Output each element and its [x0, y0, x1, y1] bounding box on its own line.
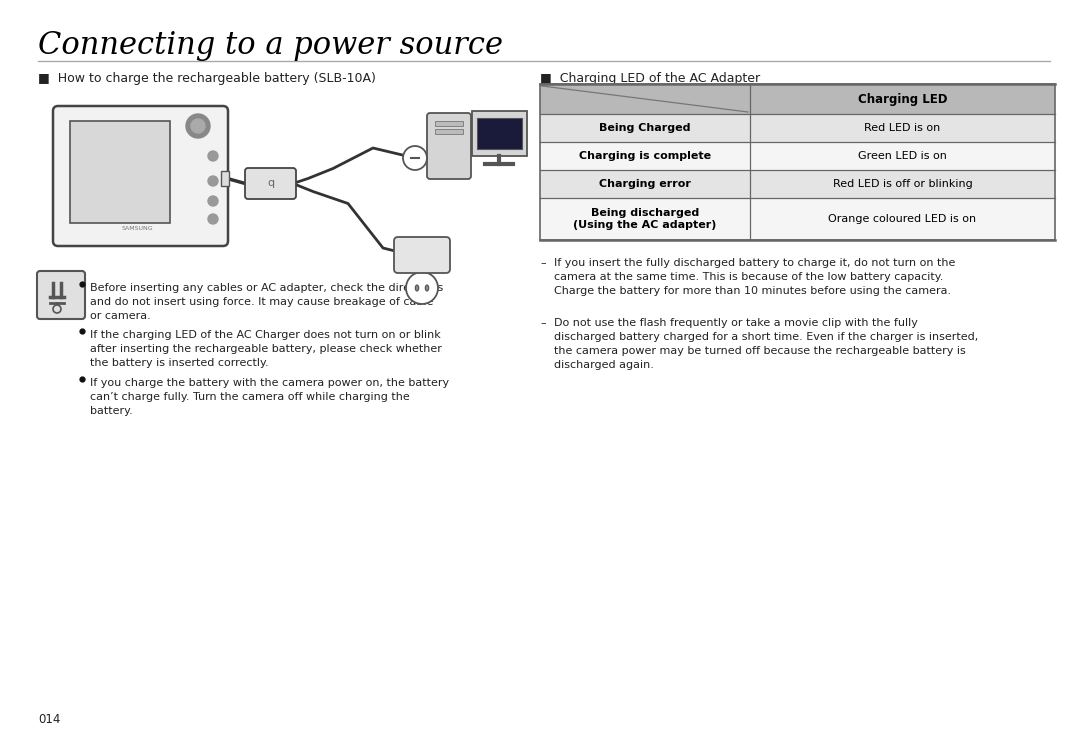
Circle shape: [403, 146, 427, 170]
Bar: [435, 121, 463, 126]
Circle shape: [191, 119, 205, 133]
Text: Charging LED: Charging LED: [858, 93, 947, 105]
Text: Connecting to a power source: Connecting to a power source: [38, 30, 503, 61]
FancyBboxPatch shape: [37, 271, 85, 319]
Text: Red LED is off or blinking: Red LED is off or blinking: [833, 179, 972, 189]
Ellipse shape: [415, 285, 419, 291]
Text: SAMSUNG: SAMSUNG: [122, 226, 153, 231]
Bar: [540, 114, 1055, 142]
Text: If the charging LED of the AC Charger does not turn on or blink
after inserting : If the charging LED of the AC Charger do…: [90, 330, 442, 368]
FancyBboxPatch shape: [394, 237, 450, 273]
Bar: [435, 129, 463, 134]
Circle shape: [208, 151, 218, 161]
Circle shape: [53, 305, 60, 313]
Text: Orange coloured LED is on: Orange coloured LED is on: [828, 214, 976, 224]
Text: Charging error: Charging error: [599, 179, 691, 189]
Bar: [540, 198, 1055, 240]
FancyBboxPatch shape: [53, 106, 228, 246]
Text: If you charge the battery with the camera power on, the battery
can’t charge ful: If you charge the battery with the camer…: [90, 378, 449, 416]
Bar: [477, 118, 522, 149]
Text: Charging is complete: Charging is complete: [579, 151, 711, 161]
Circle shape: [208, 196, 218, 206]
Text: ■  How to charge the rechargeable battery (SLB-10A): ■ How to charge the rechargeable battery…: [38, 72, 376, 85]
Circle shape: [208, 214, 218, 224]
Text: If you insert the fully discharged battery to charge it, do not turn on the
came: If you insert the fully discharged batte…: [554, 258, 956, 296]
Text: Being Charged: Being Charged: [599, 123, 691, 133]
Bar: [221, 171, 229, 186]
Text: Do not use the flash frequently or take a movie clip with the fully
discharged b: Do not use the flash frequently or take …: [554, 318, 978, 370]
Text: Green LED is on: Green LED is on: [859, 151, 947, 161]
FancyBboxPatch shape: [427, 113, 471, 179]
Text: Being discharged
(Using the AC adapter): Being discharged (Using the AC adapter): [573, 207, 717, 231]
Circle shape: [208, 176, 218, 186]
Text: Red LED is on: Red LED is on: [864, 123, 941, 133]
Bar: [472, 111, 527, 156]
Bar: [540, 142, 1055, 170]
Bar: [70, 121, 170, 223]
Bar: [540, 84, 1055, 114]
Text: –: –: [540, 318, 545, 328]
Bar: [540, 170, 1055, 198]
Text: ■  Charging LED of the AC Adapter: ■ Charging LED of the AC Adapter: [540, 72, 760, 85]
Circle shape: [406, 272, 438, 304]
Text: 014: 014: [38, 713, 60, 726]
Text: Before inserting any cables or AC adapter, check the directions
and do not inser: Before inserting any cables or AC adapte…: [90, 283, 443, 321]
Text: q: q: [267, 178, 274, 189]
Ellipse shape: [426, 285, 429, 291]
Text: –: –: [540, 258, 545, 268]
Bar: [540, 84, 1055, 240]
FancyBboxPatch shape: [245, 168, 296, 199]
Circle shape: [186, 114, 210, 138]
